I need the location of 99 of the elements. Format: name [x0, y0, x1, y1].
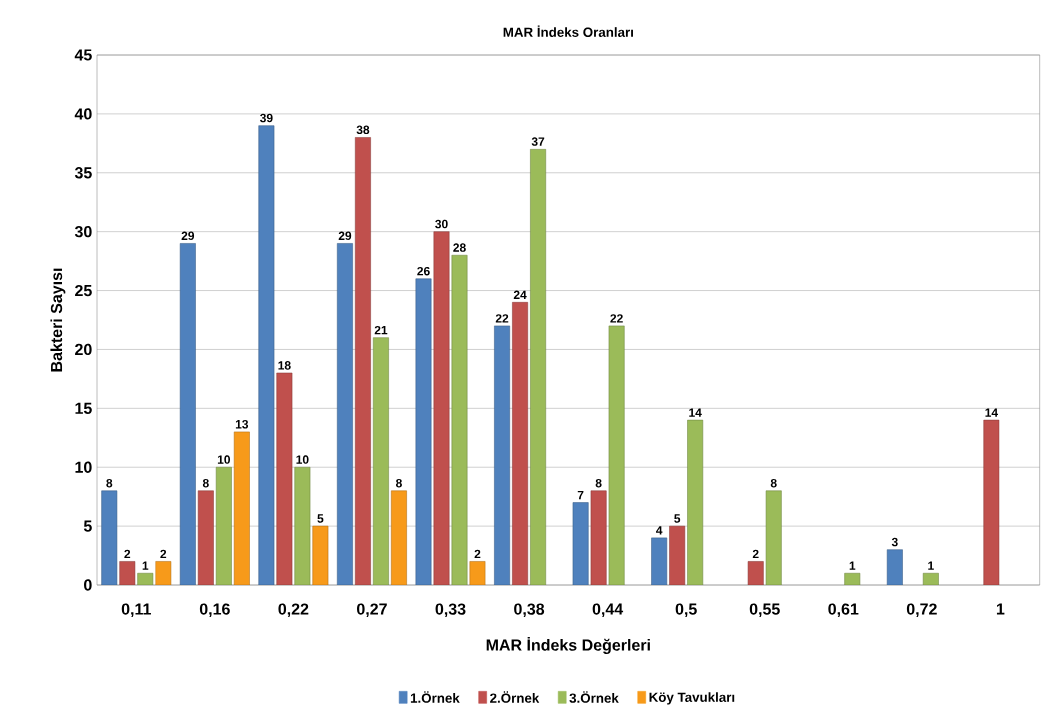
data-label: 5: [674, 514, 681, 523]
x-tick-label: 0,72: [906, 603, 937, 618]
data-label: 7: [577, 490, 584, 500]
data-label: 2: [474, 549, 481, 559]
bar: [765, 490, 782, 585]
data-label: 10: [296, 455, 309, 464]
data-label: 8: [595, 478, 602, 488]
legend-label: 2.Örnek: [490, 691, 540, 703]
bar: [530, 148, 546, 585]
bar: [415, 278, 432, 585]
y-axis-title: Bakteri Sayısı: [50, 268, 66, 372]
data-label: 22: [495, 314, 509, 323]
bar: [312, 525, 329, 585]
bar: [922, 572, 939, 585]
bar: [101, 490, 118, 585]
x-axis-title: MAR İndeks Değerleri: [486, 636, 650, 654]
y-tick-label: 30: [74, 226, 92, 238]
bar: [119, 561, 136, 585]
bar: [469, 561, 486, 585]
x-tick-label: 0,33: [435, 603, 466, 618]
bar: [572, 502, 589, 585]
chart-title: MAR İndeks Oranları: [503, 25, 633, 37]
bar: [687, 419, 704, 585]
bar: [669, 525, 686, 585]
data-label: 39: [259, 113, 273, 123]
data-label: 10: [217, 455, 231, 464]
bar: [197, 490, 214, 585]
bar: [276, 372, 293, 585]
bar: [494, 325, 510, 585]
data-label: 1: [849, 561, 856, 570]
bar: [294, 466, 311, 585]
x-tick-label: 0,55: [749, 603, 780, 618]
bar: [512, 302, 528, 585]
y-tick-label: 20: [75, 343, 92, 356]
data-label: 8: [202, 478, 209, 488]
bar: [355, 137, 371, 585]
legend-label: 3.Örnek: [569, 691, 619, 703]
data-label: 21: [374, 325, 388, 335]
data-label: 29: [338, 231, 352, 241]
y-tick-label: 45: [74, 49, 92, 61]
y-tick-label: 25: [75, 284, 92, 297]
y-tick-label: 15: [75, 402, 92, 414]
bar: [608, 325, 625, 585]
data-label: 22: [610, 314, 623, 323]
data-label: 5: [317, 514, 324, 523]
x-tick-label: 0,44: [592, 603, 624, 618]
data-label: 30: [435, 219, 448, 229]
bar: [391, 490, 407, 585]
bar: [258, 125, 275, 585]
data-label: 2: [752, 549, 759, 559]
bar: [844, 572, 861, 585]
data-label: 38: [356, 125, 370, 135]
legend-label: Köy Tavukları: [649, 692, 735, 705]
data-label: 2: [124, 549, 131, 559]
data-label: 3: [891, 537, 898, 547]
bar: [373, 337, 389, 585]
x-tick-label: 0,11: [121, 603, 151, 618]
y-tick-label: 40: [74, 108, 92, 120]
y-tick-label: 0: [84, 579, 92, 591]
x-tick-label: 0,27: [357, 603, 387, 618]
data-label: 14: [985, 408, 998, 417]
data-label: 8: [770, 478, 777, 488]
legend-label: 1.Örnek: [410, 691, 460, 703]
data-label: 29: [181, 231, 195, 241]
data-label: 8: [395, 478, 402, 488]
x-tick-label: 0,38: [514, 603, 545, 618]
data-label: 13: [235, 419, 249, 429]
data-label: 8: [106, 478, 113, 488]
y-tick-label: 35: [74, 167, 92, 179]
bar: [651, 537, 668, 585]
bar: [886, 549, 903, 585]
bar: [451, 254, 468, 585]
data-label: 1: [142, 561, 149, 570]
x-tick-label: 0,61: [828, 603, 859, 618]
x-tick-label: 0,16: [199, 603, 230, 618]
x-tick-label: 1: [996, 603, 1005, 615]
data-label: 1: [928, 561, 934, 570]
data-label: 4: [656, 526, 663, 535]
y-tick-label: 10: [75, 461, 92, 473]
bar: [233, 431, 250, 585]
x-tick-label: 0,5: [675, 603, 697, 618]
bar: [155, 561, 172, 585]
bar: [215, 466, 232, 585]
data-label: 2: [160, 549, 167, 559]
data-label: 14: [689, 408, 702, 417]
data-label: 28: [453, 243, 466, 252]
bar: [590, 490, 607, 585]
data-label: 26: [417, 266, 430, 276]
x-tick-label: 0,22: [278, 603, 309, 618]
y-tick-label: 5: [83, 520, 92, 532]
bar: [433, 231, 450, 585]
bar: [747, 561, 764, 585]
bar: [137, 572, 154, 585]
data-label: 24: [513, 290, 527, 299]
data-label: 18: [278, 361, 291, 370]
bar: [983, 419, 1000, 585]
bar: [337, 243, 353, 585]
bar: [179, 243, 196, 585]
data-label: 37: [531, 137, 545, 146]
